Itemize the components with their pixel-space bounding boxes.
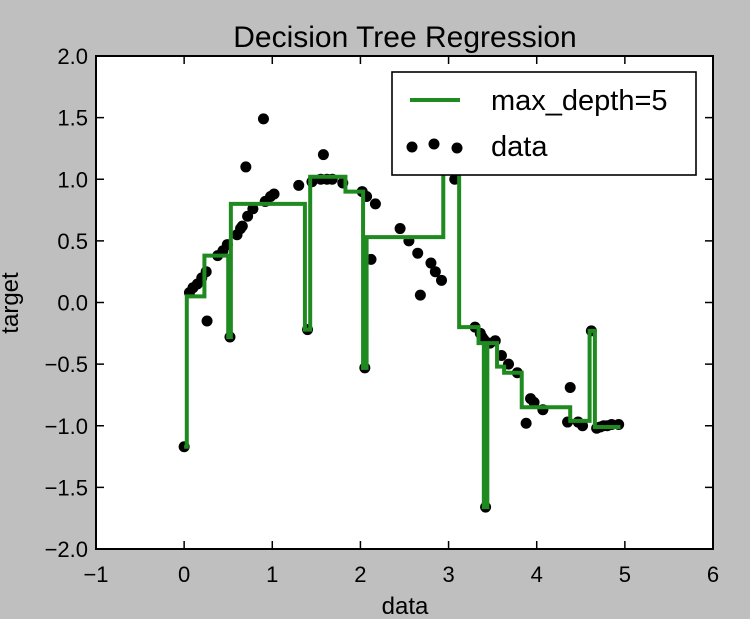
legend-label-max-depth: max_depth=5 bbox=[491, 85, 668, 117]
y-tick-label: 1.5 bbox=[57, 106, 88, 131]
x-tick-label: −1 bbox=[83, 562, 108, 587]
x-tick-label: 0 bbox=[178, 562, 190, 587]
x-tick-label: 4 bbox=[531, 562, 543, 587]
chart-title: Decision Tree Regression bbox=[233, 21, 577, 54]
data-point bbox=[564, 382, 576, 394]
x-axis-label: data bbox=[382, 593, 429, 614]
y-tick-label: 2.0 bbox=[57, 44, 88, 69]
y-tick-label: −2.0 bbox=[45, 537, 88, 562]
legend: max_depth=5 data bbox=[391, 71, 697, 176]
legend-marker-dot bbox=[451, 142, 463, 154]
data-point bbox=[247, 203, 259, 215]
data-point bbox=[412, 247, 424, 259]
y-axis-label: target bbox=[0, 272, 24, 334]
data-point bbox=[394, 223, 406, 235]
data-point bbox=[369, 198, 381, 210]
data-point bbox=[528, 396, 540, 408]
y-tick-label: −1.5 bbox=[45, 475, 88, 500]
data-point bbox=[317, 149, 329, 161]
data-point bbox=[414, 289, 426, 301]
data-point bbox=[236, 220, 248, 232]
y-tick-label: −0.5 bbox=[45, 352, 88, 377]
data-point bbox=[429, 266, 441, 278]
x-tick-label: 3 bbox=[442, 562, 454, 587]
data-point bbox=[577, 420, 589, 432]
legend-box bbox=[391, 71, 697, 176]
data-point bbox=[257, 113, 269, 125]
data-point bbox=[520, 417, 532, 429]
y-tick-label: −1.0 bbox=[45, 414, 88, 439]
legend-label-data: data bbox=[491, 131, 548, 163]
data-point bbox=[268, 188, 280, 200]
x-tick-label: 6 bbox=[707, 562, 719, 587]
data-point bbox=[240, 161, 252, 173]
x-tick-label: 5 bbox=[619, 562, 631, 587]
data-point bbox=[201, 315, 213, 327]
data-point bbox=[436, 274, 448, 286]
axis-ticks: −1 0 1 2 3 4 5 6 2.0 1.5 1.0 0.5 0.0 −0.5 −1.0 −1.5 −2.0 bbox=[45, 44, 720, 587]
legend-marker-dot bbox=[406, 141, 418, 153]
y-tick-label: 1.0 bbox=[57, 167, 88, 192]
data-point bbox=[425, 257, 437, 269]
x-tick-label: 1 bbox=[266, 562, 278, 587]
y-tick-label: 0.0 bbox=[57, 291, 88, 316]
data-point bbox=[293, 179, 305, 191]
legend-marker-dot bbox=[428, 138, 440, 150]
y-tick-label: 0.5 bbox=[57, 229, 88, 254]
x-tick-label: 2 bbox=[354, 562, 366, 587]
